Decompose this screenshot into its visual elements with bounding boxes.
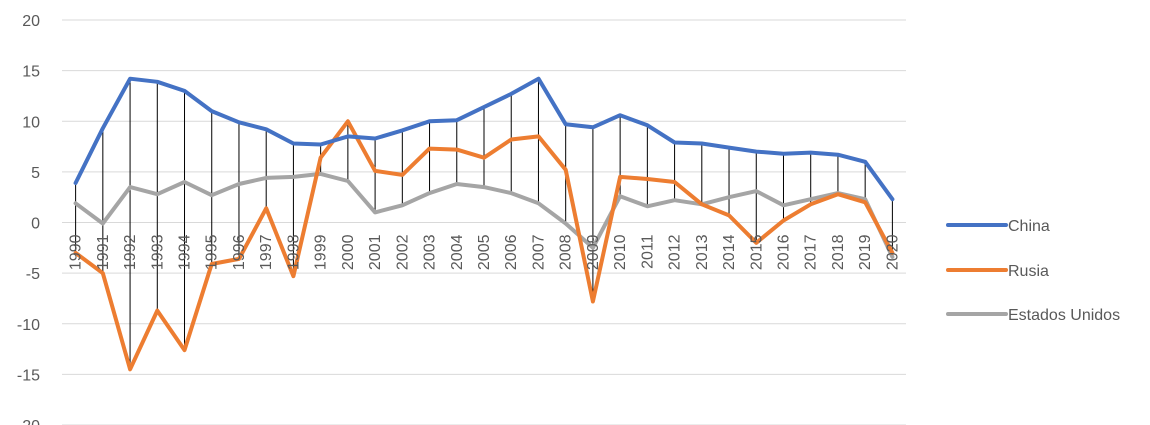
x-tick-label: 2004 [449, 234, 466, 270]
legend-label: Rusia [1008, 263, 1049, 280]
x-tick-label: 2011 [639, 234, 656, 269]
x-tick-label: 2002 [394, 234, 411, 270]
y-tick-label: 0 [31, 216, 40, 233]
series-line-rusia [73, 119, 895, 372]
x-tick-label: 1990 [68, 234, 85, 270]
series-line-china [73, 76, 895, 202]
legend-label: China [1008, 218, 1050, 235]
x-tick-label: 1991 [95, 234, 112, 270]
x-tick-label: 1996 [231, 234, 248, 270]
x-tick-label: 2014 [721, 234, 738, 270]
x-tick-label: 1998 [285, 234, 302, 270]
x-tick-label: 2013 [694, 234, 711, 270]
y-tick-label: -20 [17, 418, 40, 425]
x-tick-label: 1995 [204, 234, 221, 270]
x-tick-label: 2009 [585, 234, 602, 270]
x-tick-label: 2006 [503, 234, 520, 270]
x-tick-label: 2007 [530, 234, 547, 270]
x-tick-label: 2008 [558, 234, 575, 270]
x-tick-label: 2005 [476, 234, 493, 270]
x-tick-label: 2010 [612, 234, 629, 270]
x-tick-label: 2000 [340, 234, 357, 270]
x-tick-label: 2003 [422, 234, 439, 270]
y-tick-label: 20 [22, 13, 40, 30]
x-tick-label: 2012 [667, 234, 684, 270]
x-tick-label: 2018 [830, 234, 847, 270]
x-tick-label: 2016 [775, 234, 792, 270]
y-tick-label: 10 [22, 114, 40, 131]
x-tick-label: 2019 [857, 234, 874, 270]
x-tick-label: 2001 [367, 234, 384, 270]
x-tick-label: 1992 [122, 234, 139, 270]
y-tick-label: 15 [22, 64, 40, 81]
legend: China Rusia Estados Unidos [946, 218, 1120, 324]
x-tick-label: 2020 [884, 234, 901, 270]
x-tick-label: 2015 [748, 234, 765, 270]
y-tick-label: -15 [17, 367, 40, 384]
legend-label: Estados Unidos [1008, 307, 1120, 324]
y-tick-label: -10 [17, 317, 40, 334]
x-tick-label: 1994 [177, 234, 194, 270]
drop-lines [75, 78, 893, 370]
x-tick-label: 1993 [149, 234, 166, 270]
series-line-estados-unidos [73, 171, 895, 259]
series-lines [73, 76, 895, 372]
x-tick-label: 1997 [258, 234, 275, 270]
x-axis-tick-labels: 1990 1991 1992 1993 1994 1995 1996 1997 1998 1999… [68, 234, 902, 270]
y-tick-label: -5 [26, 266, 40, 283]
y-tick-label: 5 [31, 165, 40, 182]
y-axis-tick-labels: 20 15 10 5 0 -5 -10 -15 -20 [17, 13, 40, 425]
x-tick-label: 1999 [313, 234, 330, 270]
x-tick-label: 2017 [803, 234, 820, 270]
